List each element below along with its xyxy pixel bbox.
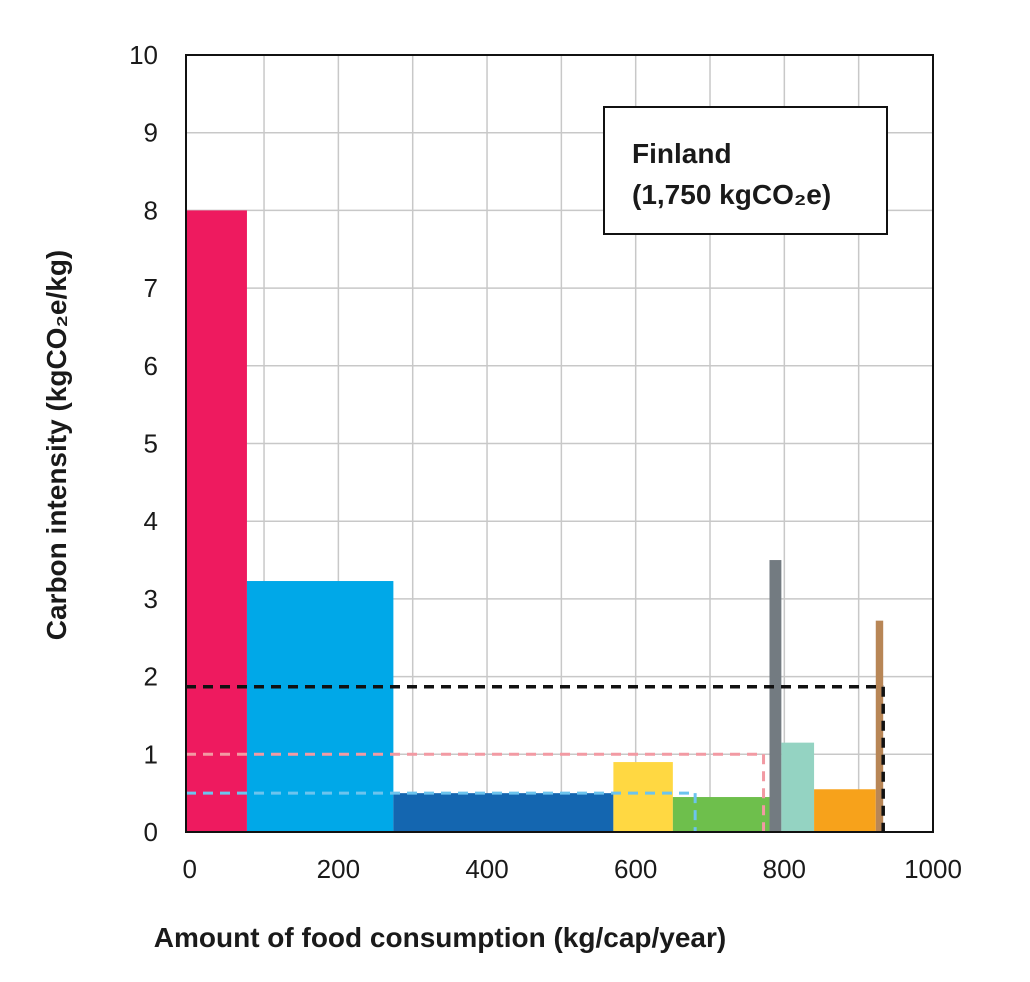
x-tick-label: 1000 <box>904 854 962 884</box>
y-tick-label: 0 <box>144 817 158 847</box>
y-tick-label: 8 <box>144 195 158 225</box>
bar-0 <box>186 210 247 832</box>
bar-3 <box>613 762 673 832</box>
x-tick-label: 600 <box>614 854 657 884</box>
x-tick-label: 200 <box>317 854 360 884</box>
bar-6 <box>781 742 815 832</box>
x-tick-label: 0 <box>182 854 196 884</box>
y-tick-label: 10 <box>129 40 158 70</box>
reference-lines <box>186 684 885 832</box>
x-tick-label: 400 <box>465 854 508 884</box>
annotation-line-1: Finland <box>632 138 732 169</box>
y-tick-label: 1 <box>144 739 158 769</box>
y-tick-label: 7 <box>144 273 158 303</box>
x-axis-title: Amount of food consumption (kg/cap/year) <box>154 922 726 953</box>
bar-2 <box>393 793 614 832</box>
y-tick-label: 5 <box>144 429 158 459</box>
bar-4 <box>672 797 770 832</box>
bar-7 <box>814 789 876 832</box>
y-tick-label: 3 <box>144 584 158 614</box>
plot-frame <box>185 54 934 833</box>
x-tick-label: 800 <box>763 854 806 884</box>
bars <box>186 210 884 832</box>
y-tick-label: 4 <box>144 506 158 536</box>
bar-5 <box>769 560 782 832</box>
y-axis-title: Carbon intensity (kgCO₂e/kg) <box>41 250 72 640</box>
x-tick-labels: 0 200 400 600 800 1000 <box>182 854 961 884</box>
annotation-box: Finland (1,750 kgCO₂e) <box>603 106 888 235</box>
bar-1 <box>246 581 394 832</box>
y-tick-label: 2 <box>144 662 158 692</box>
annotation-line-2: (1,750 kgCO₂e) <box>632 179 831 210</box>
y-tick-labels: 0 1 2 3 4 5 6 7 8 9 10 <box>129 40 158 847</box>
bar-8 <box>875 620 884 832</box>
y-tick-label: 9 <box>144 118 158 148</box>
y-tick-label: 6 <box>144 351 158 381</box>
